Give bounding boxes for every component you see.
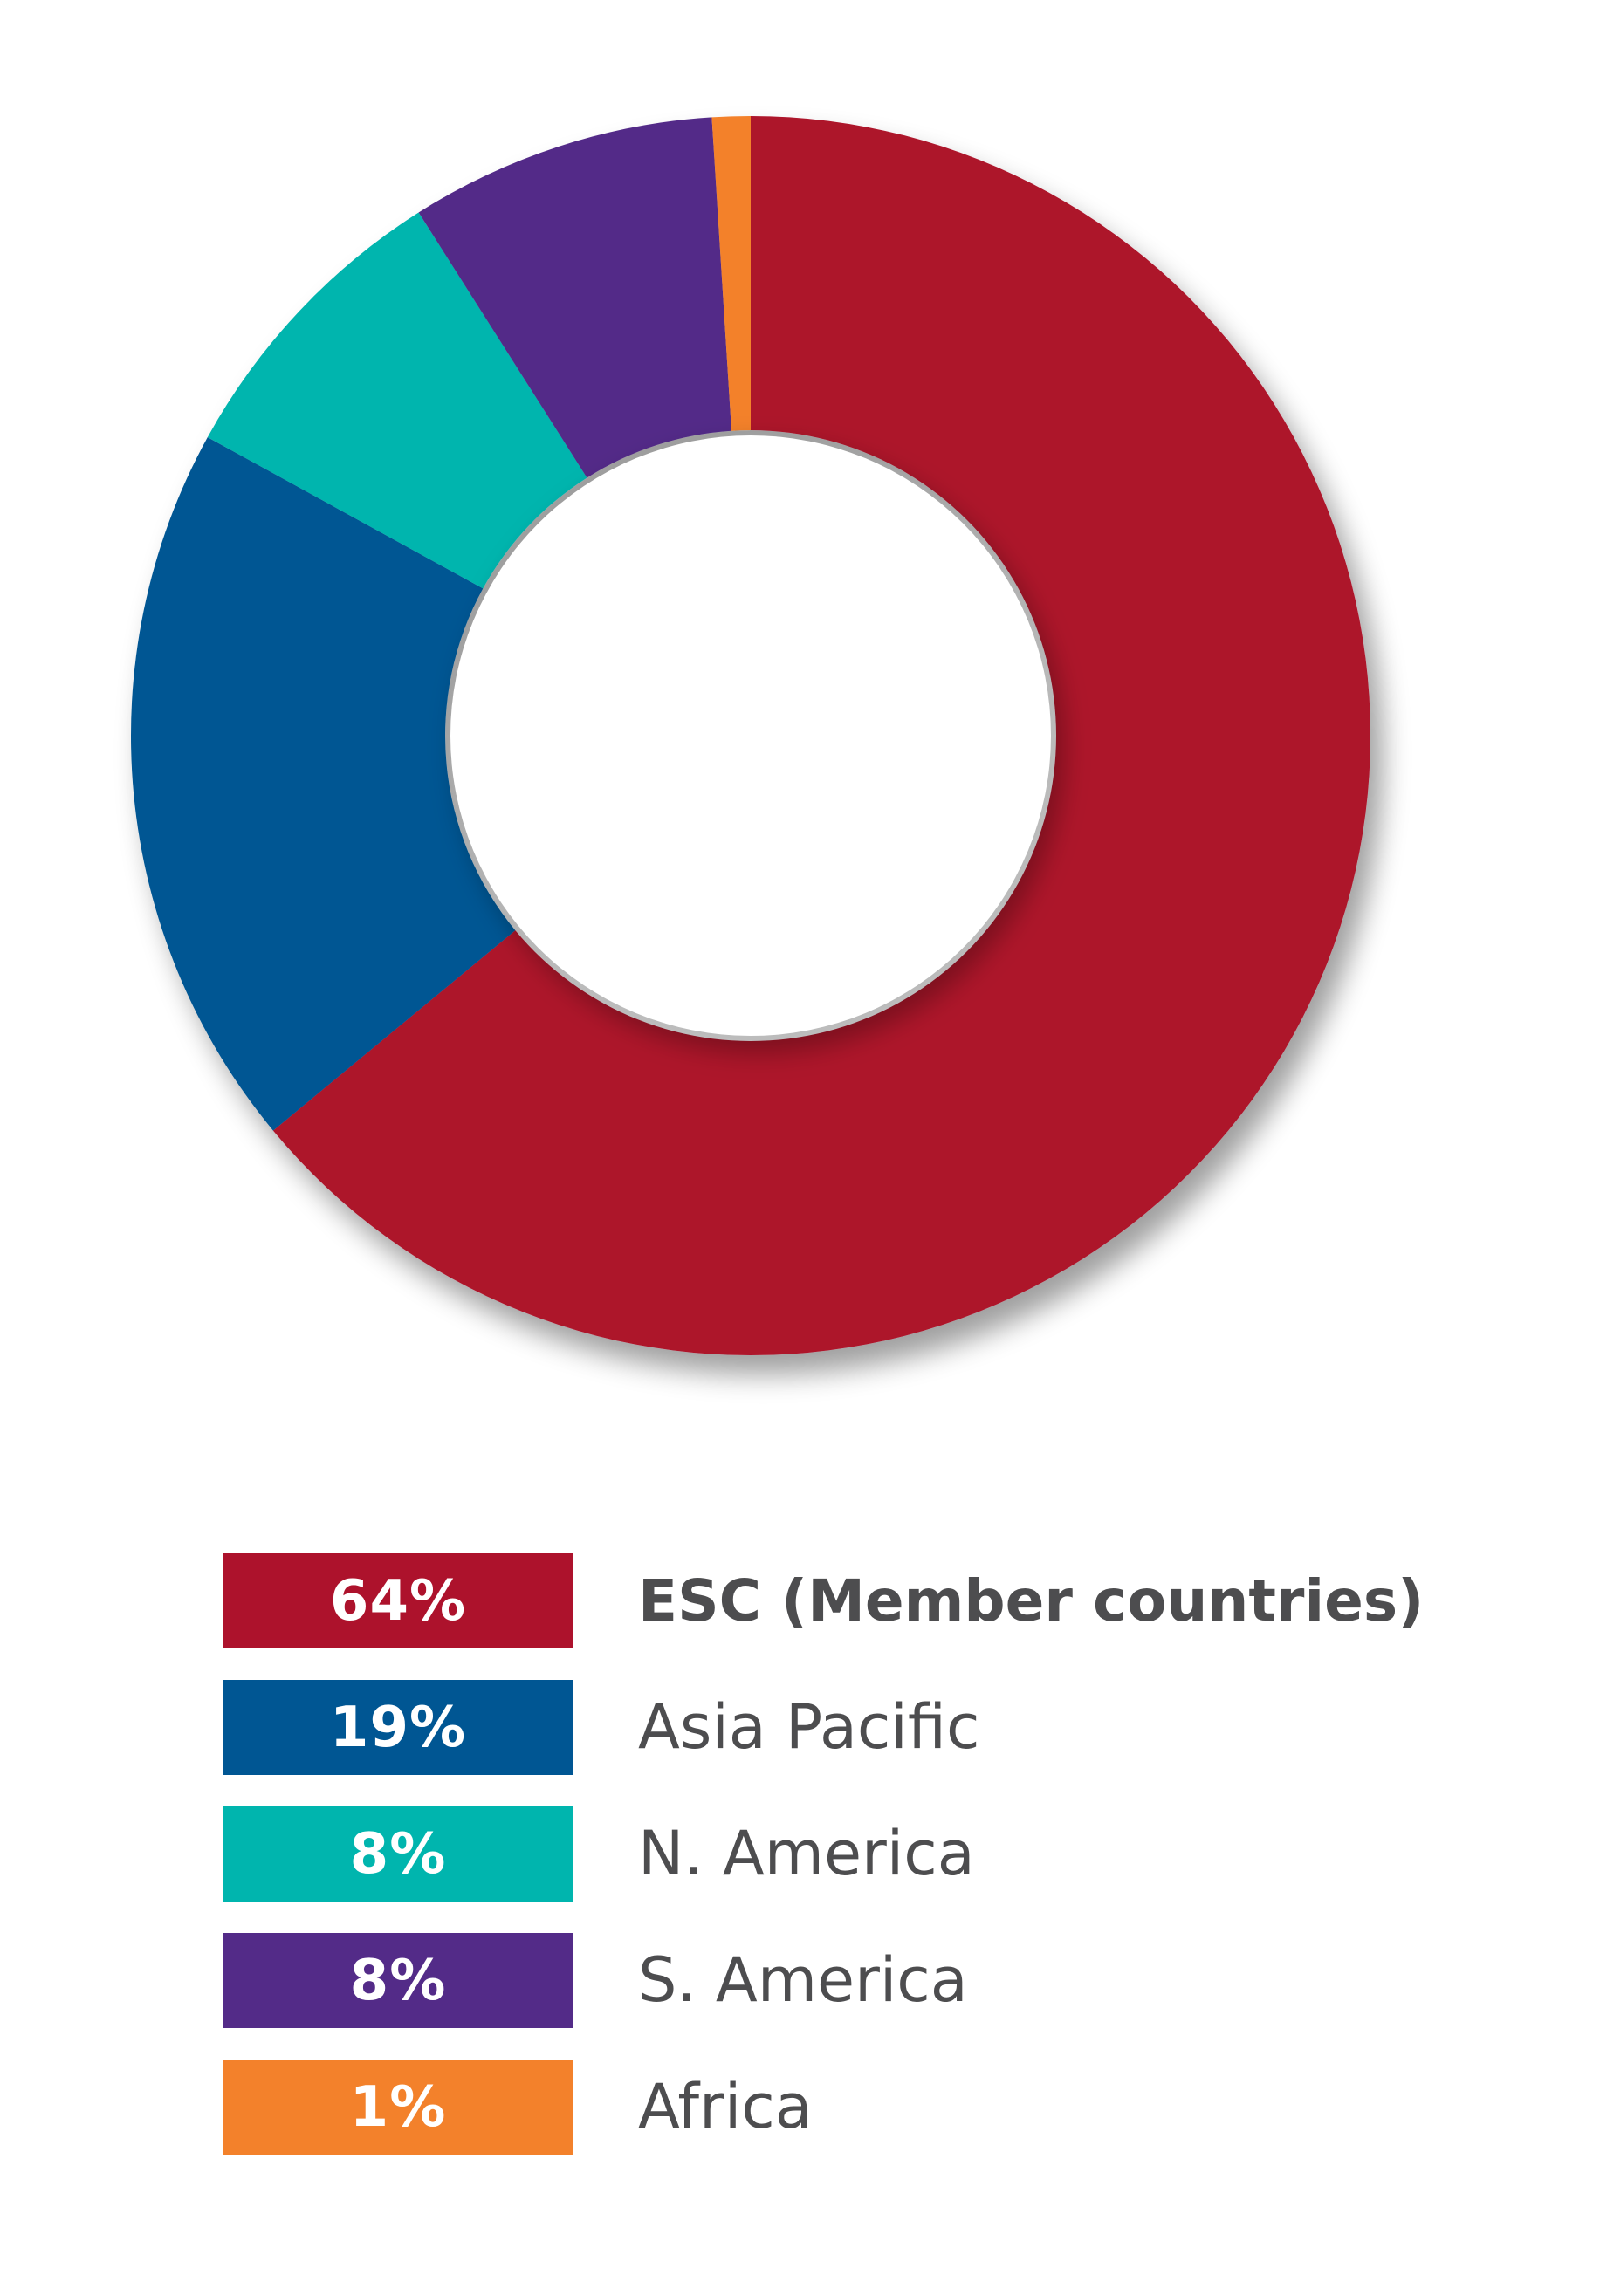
slice-esc-member-countries (272, 116, 1371, 1356)
legend-label: N. America (638, 1818, 975, 1889)
legend-swatch: 8% (223, 1933, 573, 2028)
legend-label: Asia Pacific (638, 1691, 980, 1763)
donut-slices (131, 116, 1371, 1356)
slice-asia-pacific (131, 436, 516, 1131)
legend-value: 8% (349, 1821, 447, 1887)
slice-s-america (418, 117, 732, 478)
legend-row-esc-member-countries: 64% ESC (Member countries) (223, 1553, 1533, 1648)
hole-fill (450, 435, 1051, 1036)
legend-label: Africa (638, 2071, 813, 2142)
legend: 64% ESC (Member countries) 19% Asia Pacific… (223, 1553, 1533, 2186)
legend-label: S. America (638, 1944, 968, 2016)
legend-value: 64% (329, 1568, 467, 1634)
donut-chart (131, 116, 1371, 1356)
legend-swatch: 19% (223, 1680, 573, 1775)
legend-value: 8% (349, 1948, 447, 2013)
donut-hole (450, 435, 1065, 1053)
legend-value: 1% (349, 2074, 447, 2140)
slice-africa (711, 116, 751, 431)
legend-swatch: 8% (223, 1806, 573, 1902)
slice-n-america (207, 212, 587, 589)
legend-swatch: 64% (223, 1553, 573, 1648)
legend-row-n-america: 8% N. America (223, 1806, 1533, 1902)
legend-value: 19% (329, 1695, 467, 1760)
legend-row-asia-pacific: 19% Asia Pacific (223, 1680, 1533, 1775)
legend-row-s-america: 8% S. America (223, 1933, 1533, 2028)
legend-swatch: 1% (223, 2060, 573, 2155)
legend-label: ESC (Member countries) (638, 1567, 1425, 1635)
legend-row-africa: 1% Africa (223, 2060, 1533, 2155)
